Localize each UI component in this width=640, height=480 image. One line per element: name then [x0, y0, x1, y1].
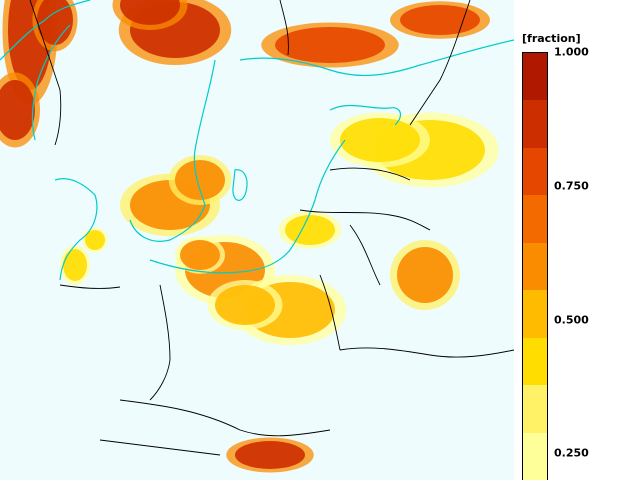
- border-germany-denmark: [59, 284, 121, 289]
- legend-swatch: [523, 100, 547, 148]
- estonia-coast: [329, 104, 402, 126]
- field-core-denmark: [85, 230, 105, 250]
- field-core-northern-poland: [180, 240, 220, 270]
- field-core-western-ukraine: [397, 247, 453, 303]
- field-core-southern-finland: [275, 27, 385, 63]
- country-border-layer: [29, 0, 514, 456]
- border-poland-germany: [149, 284, 171, 401]
- border-norway-sweden: [29, 0, 62, 146]
- border-sweden-finland: [279, 0, 289, 56]
- border-poland-belarus: [319, 274, 341, 351]
- norway-coastline: [0, 0, 91, 141]
- legend-tick-label: 0.250: [554, 446, 589, 460]
- finland-gulf-coast: [239, 39, 514, 77]
- field-core-central-sweden: [120, 0, 180, 25]
- baltic-southern-coast: [149, 139, 346, 274]
- legend-color-bar: [522, 52, 548, 480]
- field-core-latvia-belarus: [340, 118, 420, 162]
- legend-tick-label: 1.000: [554, 45, 589, 59]
- legend-swatch: [523, 385, 547, 433]
- denmark-coast: [54, 178, 98, 281]
- field-core-slovakia: [235, 441, 305, 469]
- field-core-southern-sweden: [175, 160, 225, 200]
- field-core-denmark: [63, 249, 87, 281]
- field-core-norway-coast: [0, 80, 35, 140]
- color-legend: [fraction] 1.000 0.750 0.500 0.250: [514, 0, 640, 480]
- border-latvia-lithuania: [299, 209, 431, 231]
- legend-tick-label: 0.500: [554, 313, 589, 326]
- border-poland-czech-slovakia: [119, 399, 331, 437]
- border-belarus-ukraine: [339, 347, 514, 358]
- border-finland-russia: [409, 0, 471, 126]
- sweden-coastline: [129, 59, 216, 242]
- field-core-norway-coast: [37, 0, 73, 45]
- legend-swatch: [523, 337, 547, 386]
- legend-swatch: [523, 242, 547, 291]
- legend-swatch: [523, 147, 547, 196]
- legend-swatch: [523, 53, 547, 101]
- legend-tick-label: 0.750: [554, 179, 589, 193]
- field-core-southern-finland: [400, 5, 480, 35]
- map-panel: [0, 0, 514, 480]
- border-czech-austria: [99, 439, 221, 456]
- legend-swatch: [523, 195, 547, 243]
- legend-swatch: [523, 290, 547, 338]
- field-map: [0, 0, 514, 473]
- legend-unit-label: [fraction]: [522, 32, 581, 45]
- fraction-field-layer: [0, 0, 499, 473]
- border-estonia-latvia: [329, 167, 411, 181]
- legend-swatch: [523, 432, 547, 480]
- field-core-central-poland: [215, 285, 275, 325]
- gotland-outline: [232, 169, 248, 201]
- coastline-layer: [0, 0, 514, 281]
- border-lithuania-belarus: [349, 224, 381, 286]
- field-core-latvia-belarus: [285, 215, 335, 245]
